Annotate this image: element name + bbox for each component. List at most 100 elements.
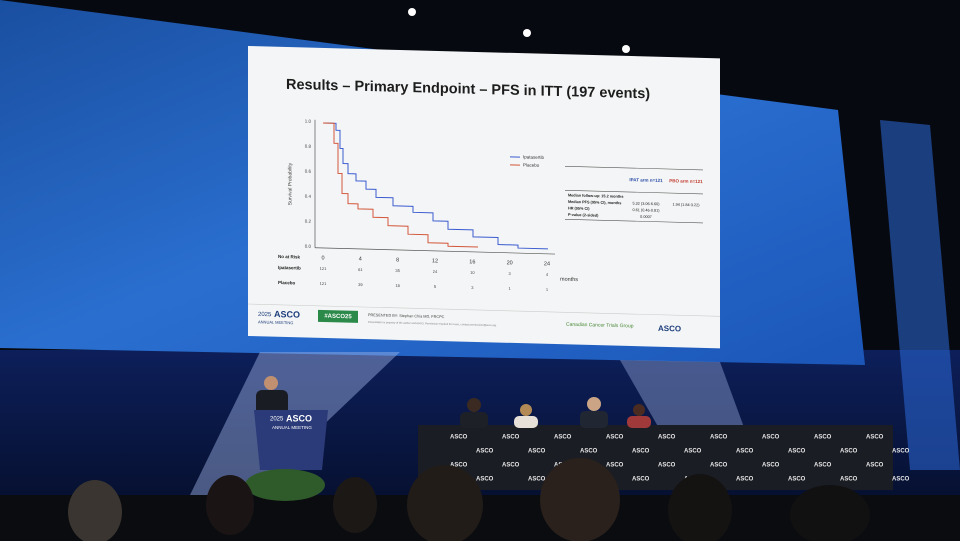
rule bbox=[565, 190, 703, 195]
table-brand: ASCO bbox=[892, 477, 910, 483]
at-risk-count: 121 bbox=[320, 281, 327, 286]
podium-year: 2025 bbox=[270, 417, 284, 423]
presenter: PRESENTED BY: Stephan Chia MD, FRCPC bbox=[368, 313, 445, 319]
curve-ipatasertib bbox=[323, 122, 548, 250]
at-risk-count: 10 bbox=[470, 270, 475, 275]
table-brand: ASCO bbox=[762, 463, 780, 469]
table-brand: ASCO bbox=[450, 463, 468, 469]
footer-year: 2025 bbox=[258, 312, 272, 318]
at-risk-count: 3 bbox=[471, 285, 474, 290]
person bbox=[514, 416, 538, 428]
table-brand: ASCO bbox=[866, 463, 884, 469]
legend-label: Ipatasertib bbox=[523, 154, 545, 160]
x-ticks: 0 4 8 12 16 20 24 bbox=[321, 255, 550, 267]
table-brand: ASCO bbox=[892, 449, 910, 455]
stats-cell: Median PFS (95% CI), months bbox=[568, 200, 621, 205]
y-axis-label: Survival Probability bbox=[287, 162, 293, 205]
at-risk-label: No at Risk bbox=[278, 254, 300, 260]
at-risk-count: 24 bbox=[433, 269, 438, 274]
table-brand: ASCO bbox=[632, 477, 650, 483]
person bbox=[587, 397, 601, 411]
table-brand: ASCO bbox=[866, 435, 884, 441]
person bbox=[580, 411, 608, 428]
table-brand: ASCO bbox=[476, 477, 494, 483]
table-brand: ASCO bbox=[554, 435, 572, 441]
slide: Results – Primary Endpoint – PFS in ITT … bbox=[248, 46, 720, 349]
person bbox=[460, 412, 488, 428]
light bbox=[523, 29, 531, 37]
at-risk-count: 35 bbox=[395, 268, 400, 273]
x-tick-label: 24 bbox=[544, 261, 550, 267]
footer-sub: ANNUAL MEETING bbox=[258, 319, 293, 325]
x-tick-label: 0 bbox=[321, 255, 324, 261]
group: Canadian Cancer Trials Group bbox=[566, 322, 634, 330]
table-brand: ASCO bbox=[606, 435, 624, 441]
table-brand: ASCO bbox=[580, 449, 598, 455]
x-tick-label: 12 bbox=[432, 258, 438, 264]
at-risk-count: 3 bbox=[509, 271, 512, 276]
org: ASCO bbox=[658, 324, 681, 334]
stats-cell: Median follow-up: 15.2 months bbox=[568, 193, 623, 198]
light bbox=[622, 45, 630, 53]
table-brand: ASCO bbox=[736, 449, 754, 455]
person bbox=[467, 398, 481, 412]
stats-cell: 0.0007 bbox=[640, 215, 652, 219]
table-brand: ASCO bbox=[502, 435, 520, 441]
panel-table bbox=[418, 425, 893, 490]
curve-placebo bbox=[323, 122, 478, 248]
table-brand: ASCO bbox=[814, 463, 832, 469]
audience bbox=[68, 480, 122, 541]
person bbox=[627, 416, 651, 428]
table-brand: ASCO bbox=[710, 463, 728, 469]
table-brand: ASCO bbox=[476, 449, 494, 455]
stats-header: PBO arm n=121 bbox=[669, 178, 703, 184]
x-tick-label: 16 bbox=[469, 259, 475, 265]
at-risk-count: 61 bbox=[358, 267, 363, 272]
at-risk-table: Ipatasertib 121 61 35 24 10 3 4 Placebo 121 39 18 5 3… bbox=[278, 265, 549, 292]
table-brand: ASCO bbox=[658, 435, 676, 441]
table-brand: ASCO bbox=[502, 463, 520, 469]
table-brand: ASCO bbox=[762, 435, 780, 441]
podium-brand: ASCO bbox=[286, 413, 312, 423]
table-brand: ASCO bbox=[684, 449, 702, 455]
stats-header: IPAT arm n=121 bbox=[629, 177, 663, 183]
table-brand: ASCO bbox=[450, 435, 468, 441]
audience bbox=[206, 475, 254, 535]
plants bbox=[245, 469, 325, 501]
at-risk-count: 18 bbox=[395, 283, 400, 288]
table-brand: ASCO bbox=[632, 449, 650, 455]
table-brand: ASCO bbox=[606, 463, 624, 469]
footer-rule bbox=[248, 303, 720, 317]
at-risk-row-name: Placebo bbox=[278, 280, 296, 285]
at-risk-row-name: Ipatasertib bbox=[278, 265, 301, 271]
person bbox=[520, 404, 532, 416]
audience bbox=[333, 477, 377, 533]
x-tick-label: 8 bbox=[396, 257, 399, 263]
hashtag-badge bbox=[318, 309, 358, 323]
y-tick-label: 0.8 bbox=[305, 144, 312, 149]
slide-bg bbox=[248, 46, 720, 349]
y-tick-label: 0.0 bbox=[305, 244, 312, 249]
x-tick-label: 4 bbox=[359, 256, 362, 262]
at-risk-count: 4 bbox=[546, 272, 549, 277]
x-axis bbox=[315, 247, 555, 255]
audience bbox=[790, 485, 870, 541]
table-brand: ASCO bbox=[788, 449, 806, 455]
hashtag: #ASCO25 bbox=[324, 314, 352, 321]
y-tick-label: 1.0 bbox=[305, 119, 312, 124]
at-risk-count: 1 bbox=[509, 286, 512, 291]
at-risk-count: 1 bbox=[546, 287, 549, 292]
audience bbox=[668, 474, 732, 541]
table-brand: ASCO bbox=[788, 477, 806, 483]
audience bbox=[540, 458, 620, 541]
footer-brand: ASCO bbox=[274, 309, 300, 320]
rule bbox=[565, 219, 703, 224]
stats-cell: 0.61 (0.46-0.81) bbox=[632, 208, 660, 213]
speaker bbox=[264, 376, 278, 390]
light-column bbox=[880, 120, 960, 470]
stats-table: IPAT arm n=121 PBO arm n=121 Median follow… bbox=[565, 166, 703, 224]
table-brand: ASCO bbox=[736, 477, 754, 483]
x-tick-label: 20 bbox=[507, 260, 513, 266]
table-brand: ASCO bbox=[710, 435, 728, 441]
